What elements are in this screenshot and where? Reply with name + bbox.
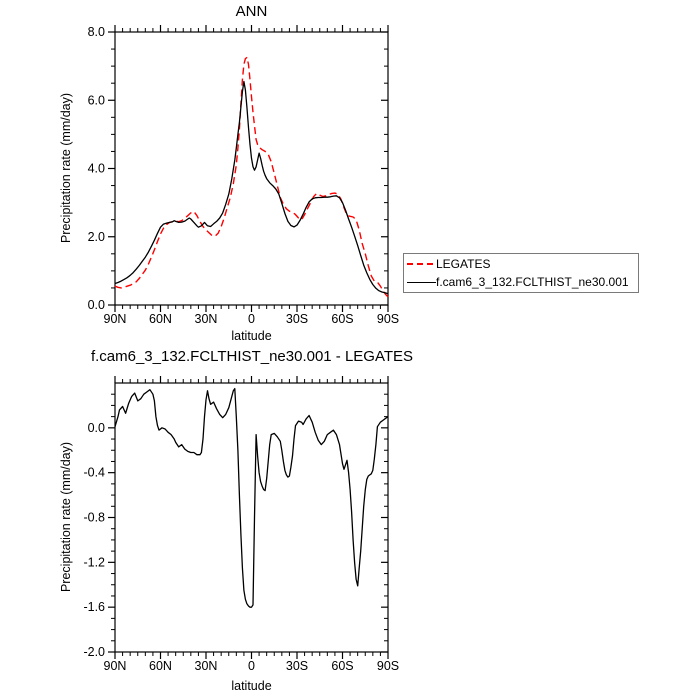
bottom-panel-x-tick-label: 30N (195, 659, 218, 673)
bottom-panel-title: f.cam6_3_132.FCLTHIST_ne30.001 - LEGATES (90, 348, 414, 365)
top-panel-y-tick-label: 6.0 (88, 93, 105, 107)
bottom-panel-y-axis-label: Precipitation rate (mm/day) (59, 441, 73, 593)
bottom-panel-x-tick-label: 90S (377, 659, 399, 673)
bottom-panel-x-tick-label: 0 (248, 659, 255, 673)
bottom-panel-frame (114, 382, 389, 653)
bottom-panel-y-tick-label: -1.2 (83, 555, 105, 569)
bottom-panel-plot: 90N 60N 30N 0 30S 60S 90S 0.0 -0.4 -0.8 -1.2 -1.6 -2… (83, 376, 399, 673)
legend-label-legates: LEGATES (436, 256, 491, 271)
top-panel-x-tick-label: 0 (248, 312, 255, 326)
legend-row-legates: LEGATES (404, 255, 638, 273)
difference-curve (114, 387, 389, 608)
bottom-panel-x-tick-label: 30S (286, 659, 308, 673)
bottom-panel-y-tick-label: -0.8 (83, 511, 105, 525)
top-panel-x-tick-label: 30N (195, 312, 218, 326)
bottom-panel-x-tick-label: 90N (104, 659, 127, 673)
model-solid-line-sample (407, 281, 436, 284)
top-panel-frame (114, 31, 389, 306)
top-panel-title: ANN (235, 3, 268, 20)
model-curve (114, 80, 389, 295)
top-panel-y-tick-label: 2.0 (88, 230, 105, 244)
legend-row-model: f.cam6_3_132.FCLTHIST_ne30.001 (404, 273, 638, 291)
top-panel-x-tick-label: 60S (331, 312, 353, 326)
top-panel-plot: 90N 60N 30N 0 30S 60S 90S 0.0 2.0 4.0 6.0 8.0 (88, 25, 399, 326)
bottom-panel-y-tick-label: -2.0 (83, 645, 105, 659)
top-panel-x-tick-label: 60N (149, 312, 172, 326)
top-panel-x-axis-label: latitude (231, 329, 272, 343)
top-panel-x-tick-label: 90N (104, 312, 127, 326)
bottom-panel-x-tick-label: 60N (149, 659, 172, 673)
top-panel-y-tick-label: 4.0 (88, 162, 105, 176)
top-panel-y-axis-label: Precipitation rate (mm/day) (59, 92, 73, 244)
top-panel-x-tick-label: 30S (286, 312, 308, 326)
legend-label-model: f.cam6_3_132.FCLTHIST_ne30.001 (436, 275, 629, 290)
bottom-panel-x-axis-label: latitude (231, 679, 272, 693)
bottom-panel-y-tick-label: 0.0 (88, 421, 105, 435)
legates-dashed-line-sample (407, 262, 436, 265)
top-panel-x-tick-label: 90S (377, 312, 399, 326)
legend: LEGATES f.cam6_3_132.FCLTHIST_ne30.001 (403, 253, 639, 293)
top-panel-y-tick-label: 8.0 (88, 25, 105, 39)
bottom-panel-y-tick-label: -0.4 (83, 466, 105, 480)
bottom-panel-y-tick-label: -1.6 (83, 600, 105, 614)
top-panel-y-tick-label: 0.0 (88, 298, 105, 312)
bottom-panel-x-tick-label: 60S (331, 659, 353, 673)
legates-curve (114, 56, 389, 298)
